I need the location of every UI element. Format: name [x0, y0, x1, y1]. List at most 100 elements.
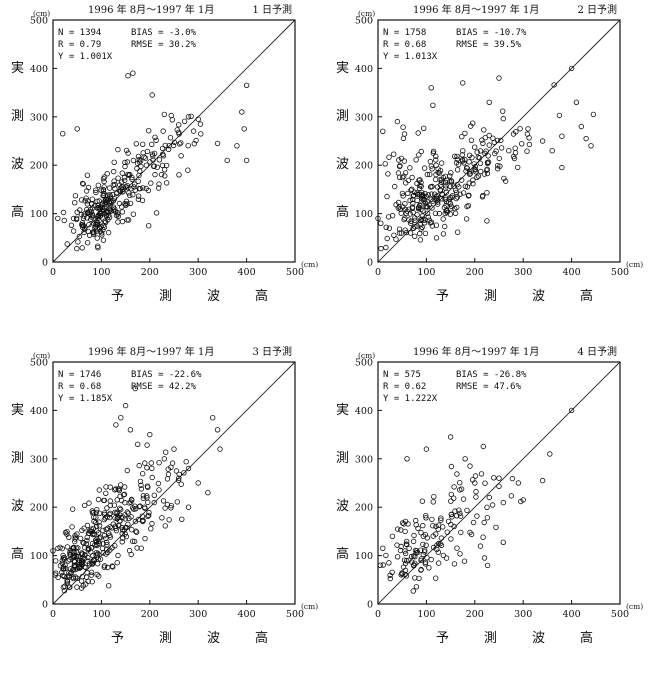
- data-point: [83, 206, 90, 213]
- data-point: [479, 137, 485, 143]
- data-point: [377, 562, 384, 568]
- data-point: [144, 493, 150, 499]
- data-point: [80, 181, 86, 187]
- data-point: [429, 166, 435, 172]
- data-point: [67, 584, 73, 590]
- data-point: [121, 491, 128, 497]
- data-point: [205, 489, 211, 496]
- scatter-plot-1: 1996 年 8月～1997 年 1月 1 日予測 0 100 200 300 400 500…: [11, 3, 318, 304]
- data-point: [394, 554, 401, 560]
- data-point: [405, 521, 411, 527]
- data-point: [462, 156, 468, 163]
- x-tick-label: 500: [611, 267, 629, 278]
- scatter-panel-3: 1996 年 8月～1997 年 1月 3 日予測 0 100 200 300 400 500…: [0, 342, 325, 684]
- data-point: [402, 560, 409, 567]
- data-point: [74, 209, 80, 215]
- data-point: [118, 179, 125, 185]
- data-point: [101, 516, 107, 523]
- data-point: [95, 244, 101, 251]
- data-point: [106, 514, 113, 521]
- x-tick-label: 100: [92, 609, 110, 620]
- data-point: [159, 145, 166, 152]
- data-point: [475, 173, 482, 179]
- data-point: [485, 153, 491, 159]
- stat-bias: BIAS = -3.0%: [131, 28, 197, 38]
- data-point: [125, 150, 131, 156]
- x-unit-label: (cm): [626, 260, 643, 269]
- data-point: [383, 244, 389, 251]
- y-tick-label: 100: [30, 209, 48, 220]
- data-point: [403, 558, 410, 564]
- data-point: [185, 114, 192, 120]
- data-point: [476, 155, 483, 161]
- data-point: [469, 154, 475, 161]
- data-point: [450, 495, 457, 501]
- data-point: [176, 141, 183, 147]
- data-point: [117, 482, 124, 488]
- data-point: [185, 167, 191, 173]
- data-point: [55, 545, 61, 551]
- data-point: [484, 218, 490, 224]
- data-point: [547, 451, 553, 457]
- data-point: [130, 157, 137, 164]
- data-point: [64, 578, 71, 585]
- data-point: [407, 220, 414, 226]
- data-point: [103, 490, 109, 496]
- data-point: [454, 194, 461, 200]
- data-point: [84, 534, 90, 541]
- data-point: [394, 542, 400, 548]
- data-point: [396, 204, 402, 210]
- data-point: [126, 192, 133, 199]
- data-point: [105, 229, 112, 236]
- y-axis-label-char: 測: [11, 451, 24, 466]
- data-point: [399, 174, 406, 181]
- data-point: [138, 163, 144, 170]
- data-point: [161, 167, 168, 173]
- data-point: [501, 175, 507, 182]
- data-point: [61, 217, 67, 224]
- data-point: [124, 509, 130, 515]
- x-axis-label-char: 測: [484, 289, 498, 304]
- data-point: [418, 148, 424, 155]
- data-point: [389, 533, 396, 539]
- data-point: [191, 140, 197, 147]
- data-point: [148, 460, 154, 466]
- data-point: [418, 567, 424, 573]
- data-point: [74, 126, 80, 132]
- data-point: [149, 474, 155, 481]
- data-point: [73, 545, 79, 551]
- data-point: [459, 133, 465, 140]
- x-tick-label: 500: [611, 609, 629, 620]
- data-point: [168, 112, 174, 119]
- data-point: [134, 441, 141, 447]
- data-point: [79, 220, 85, 226]
- data-point: [190, 128, 197, 134]
- x-tick-label: 100: [417, 267, 435, 278]
- data-point: [590, 111, 597, 118]
- data-point: [423, 542, 429, 548]
- data-point: [122, 402, 129, 409]
- plot-frame: [52, 19, 296, 263]
- data-point: [100, 527, 106, 534]
- scatter-plot-3: 1996 年 8月～1997 年 1月 3 日予測 0 100 200 300 400 500…: [11, 345, 318, 646]
- y-tick-label: 300: [355, 454, 373, 465]
- diagonal-line: [377, 361, 621, 605]
- data-point: [239, 109, 245, 115]
- data-point: [380, 545, 386, 551]
- data-point: [444, 209, 450, 216]
- data-point: [85, 554, 91, 561]
- data-point: [73, 215, 80, 221]
- data-point: [126, 190, 132, 196]
- data-point: [402, 528, 408, 535]
- data-point: [440, 216, 446, 222]
- data-point: [82, 198, 88, 204]
- data-point: [133, 528, 139, 534]
- data-point: [101, 511, 108, 518]
- stat-r: R = 0.79: [58, 40, 101, 50]
- data-point: [452, 508, 458, 514]
- data-point: [113, 422, 119, 428]
- data-point: [81, 525, 87, 531]
- data-point: [433, 153, 439, 159]
- data-point: [163, 180, 170, 186]
- data-point: [492, 150, 498, 157]
